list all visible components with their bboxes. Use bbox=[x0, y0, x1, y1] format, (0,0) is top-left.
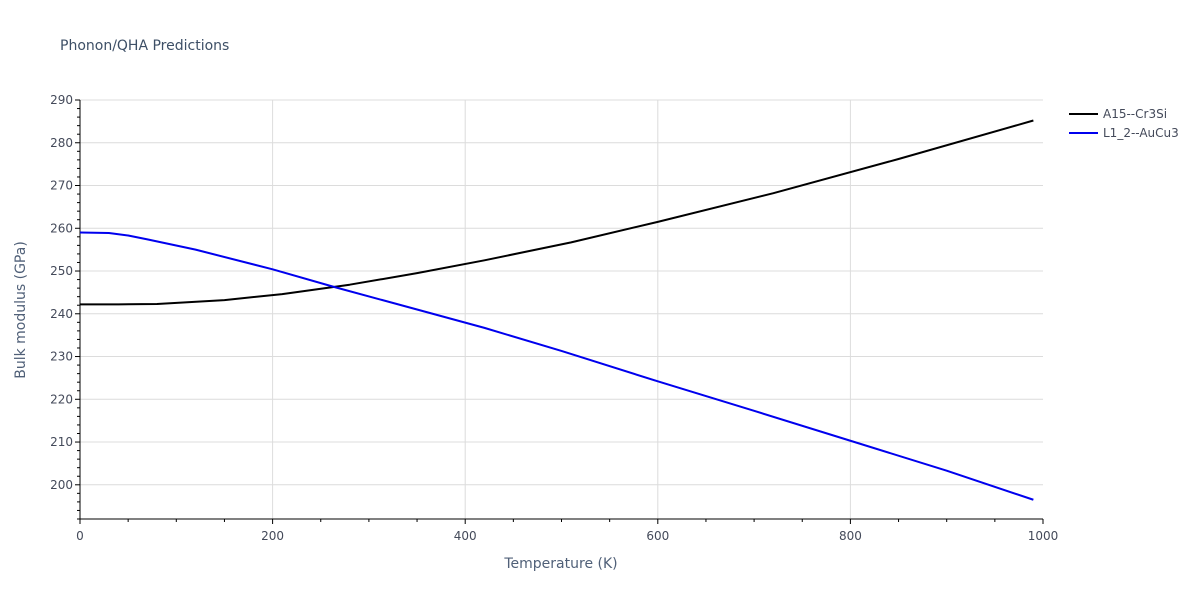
y-tick-label: 240 bbox=[50, 307, 73, 321]
legend[interactable]: A15--Cr3Si L1_2--AuCu3 bbox=[1069, 107, 1179, 140]
x-tick-label: 0 bbox=[76, 529, 84, 543]
grid bbox=[80, 99, 1043, 519]
x-axis-title: Temperature (K) bbox=[503, 556, 617, 572]
x-tick-label: 1000 bbox=[1028, 529, 1059, 543]
legend-label: L1_2--AuCu3 bbox=[1103, 126, 1179, 140]
y-tick-label: 220 bbox=[50, 392, 73, 406]
y-tick-label: 210 bbox=[50, 435, 73, 449]
y-tick-label: 280 bbox=[50, 136, 73, 150]
series-group bbox=[79, 119, 1034, 501]
x-tick-label: 800 bbox=[839, 529, 862, 543]
x-tick-label: 600 bbox=[646, 529, 669, 543]
y-tick-label: 270 bbox=[50, 179, 73, 193]
y-tick-label: 200 bbox=[50, 478, 73, 492]
axes: 200 210 220 230 240 250 260 270 280 290 0 200 400 600… bbox=[50, 93, 1058, 543]
legend-item-1[interactable]: L1_2--AuCu3 bbox=[1069, 126, 1179, 140]
series-line-0 bbox=[80, 119, 1034, 306]
legend-label: A15--Cr3Si bbox=[1103, 107, 1167, 121]
chart-title: Phonon/QHA Predictions bbox=[60, 38, 229, 54]
y-tick-label: 260 bbox=[50, 221, 73, 235]
y-tick-label: 290 bbox=[50, 93, 73, 107]
y-axis-title: Bulk modulus (GPa) bbox=[13, 241, 29, 379]
y-tick-label: 250 bbox=[50, 264, 73, 278]
x-tick-label: 400 bbox=[454, 529, 477, 543]
legend-item-0[interactable]: A15--Cr3Si bbox=[1069, 107, 1167, 121]
x-tick-label: 200 bbox=[261, 529, 284, 543]
series-line-1 bbox=[79, 231, 1034, 501]
y-tick-label: 230 bbox=[50, 350, 73, 364]
